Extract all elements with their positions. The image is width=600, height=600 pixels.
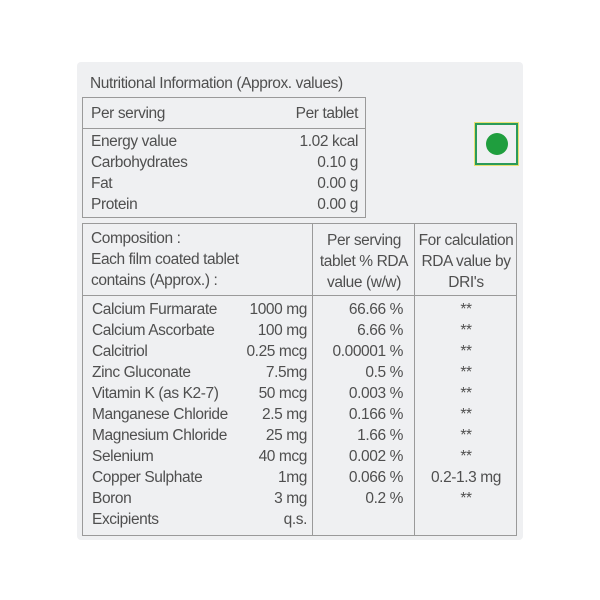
rda-percent: 0.2 %: [365, 490, 403, 507]
header-line: Per serving: [327, 232, 401, 249]
rda-percent: 0.166 %: [348, 406, 403, 423]
ingredient-quantity: q.s.: [283, 511, 308, 528]
ingredient-quantity: 40 mcg: [258, 448, 308, 465]
header-rda-percent: Per serving tablet % RDA value (w/w): [313, 230, 415, 293]
dri-value: **: [460, 490, 472, 507]
dri-value: **: [460, 322, 472, 339]
nutrition-row: Fat 0.00 g: [91, 173, 358, 194]
rda-percent: 0.00001 %: [332, 343, 403, 360]
rda-percent: 0.002 %: [348, 448, 403, 465]
header-per-serving: Per serving: [91, 104, 165, 122]
composition-row: Zinc Gluconate 7.5mg 0.5 % **: [83, 362, 516, 383]
column-divider: [312, 224, 313, 535]
ingredient-quantity: 1000 mg: [249, 301, 307, 318]
ingredient-name: Manganese Chloride: [92, 406, 228, 423]
header-line: Each film coated tablet: [91, 251, 239, 268]
label-panel: [77, 62, 523, 540]
header-dri: For calculation RDA value by DRI's: [415, 230, 517, 293]
rda-percent: 0.5 %: [365, 364, 403, 381]
header-divider: [83, 295, 516, 296]
header-line: For calculation: [418, 232, 514, 249]
composition-row: Vitamin K (as K2-7) 50 mcg 0.003 % **: [83, 383, 516, 404]
ingredient-name: Vitamin K (as K2-7): [92, 385, 219, 402]
nutrition-row: Protein 0.00 g: [91, 194, 358, 215]
ingredient-name: Calcitriol: [92, 343, 148, 360]
green-dot-icon: [486, 133, 508, 155]
dri-value: **: [460, 406, 472, 423]
composition-row: Copper Sulphate 1mg 0.066 % 0.2-1.3 mg: [83, 467, 516, 488]
composition-row: Calcium Furmarate 1000 mg 66.66 % **: [83, 299, 516, 320]
header-per-tablet: Per tablet: [295, 104, 359, 122]
nutrient-label: Energy value: [91, 133, 177, 150]
column-divider: [414, 224, 415, 535]
nutrient-value: 0.10 g: [317, 154, 358, 171]
dri-value: **: [460, 427, 472, 444]
ingredient-quantity: 7.5mg: [265, 364, 307, 381]
ingredient-name: Boron: [92, 490, 132, 507]
nutrient-label: Protein: [91, 196, 138, 213]
ingredient-name: Calcium Ascorbate: [92, 322, 215, 339]
dri-value: **: [460, 385, 472, 402]
ingredient-name: Excipients: [92, 511, 159, 528]
composition-row: Calcium Ascorbate 100 mg 6.66 % **: [83, 320, 516, 341]
rda-percent: 1.66 %: [357, 427, 403, 444]
nutrient-label: Fat: [91, 175, 113, 192]
composition-row: Boron 3 mg 0.2 % **: [83, 488, 516, 509]
composition-row: Magnesium Chloride 25 mg 1.66 % **: [83, 425, 516, 446]
ingredient-name: Zinc Gluconate: [92, 364, 191, 381]
nutrition-table: Per serving Per tablet Energy value 1.02 …: [82, 97, 366, 218]
ingredient-name: Selenium: [92, 448, 154, 465]
ingredient-quantity: 3 mg: [274, 490, 307, 507]
ingredient-quantity: 0.25 mcg: [246, 343, 307, 360]
header-line: Composition :: [91, 230, 181, 247]
header-line: RDA value by: [421, 253, 511, 270]
composition-row: Manganese Chloride 2.5 mg 0.166 % **: [83, 404, 516, 425]
header-composition: Composition : Each film coated tablet co…: [91, 228, 239, 291]
composition-row: Calcitriol 0.25 mcg 0.00001 % **: [83, 341, 516, 362]
dri-value: **: [460, 364, 472, 381]
nutrition-row: Carbohydrates 0.10 g: [91, 152, 358, 173]
composition-table: Composition : Each film coated tablet co…: [82, 223, 517, 536]
ingredient-quantity: 2.5 mg: [262, 406, 307, 423]
nutrition-header-row: Per serving Per tablet: [83, 98, 365, 129]
nutrient-value: 0.00 g: [317, 196, 358, 213]
rda-percent: 66.66 %: [348, 301, 403, 318]
nutrient-label: Carbohydrates: [91, 154, 188, 171]
header-line: value (w/w): [327, 274, 401, 291]
vegetarian-mark-icon: [474, 122, 519, 166]
ingredient-quantity: 100 mg: [257, 322, 308, 339]
ingredient-name: Copper Sulphate: [92, 469, 203, 486]
rda-percent: 0.003 %: [348, 385, 403, 402]
ingredient-name: Magnesium Chloride: [92, 427, 227, 444]
dri-value: **: [460, 301, 472, 318]
nutrient-value: 1.02 kcal: [299, 133, 359, 150]
dri-value: **: [460, 343, 472, 360]
nutrition-row: Energy value 1.02 kcal: [91, 131, 358, 152]
ingredient-quantity: 50 mcg: [258, 385, 308, 402]
header-line: contains (Approx.) :: [91, 272, 218, 289]
rda-percent: 0.066 %: [348, 469, 403, 486]
composition-row: Selenium 40 mcg 0.002 % **: [83, 446, 516, 467]
ingredient-name: Calcium Furmarate: [92, 301, 217, 318]
header-line: tablet % RDA: [319, 253, 409, 270]
ingredient-quantity: 1mg: [278, 469, 307, 486]
header-line: DRI's: [448, 274, 484, 291]
dri-value: 0.2-1.3 mg: [430, 469, 502, 486]
ingredient-quantity: 25 mg: [265, 427, 307, 444]
nutrient-value: 0.00 g: [317, 175, 358, 192]
composition-row: Excipients q.s.: [83, 509, 516, 530]
rda-percent: 6.66 %: [357, 322, 403, 339]
dri-value: **: [460, 448, 472, 465]
nutrition-title: Nutritional Information (Approx. values): [90, 75, 343, 92]
